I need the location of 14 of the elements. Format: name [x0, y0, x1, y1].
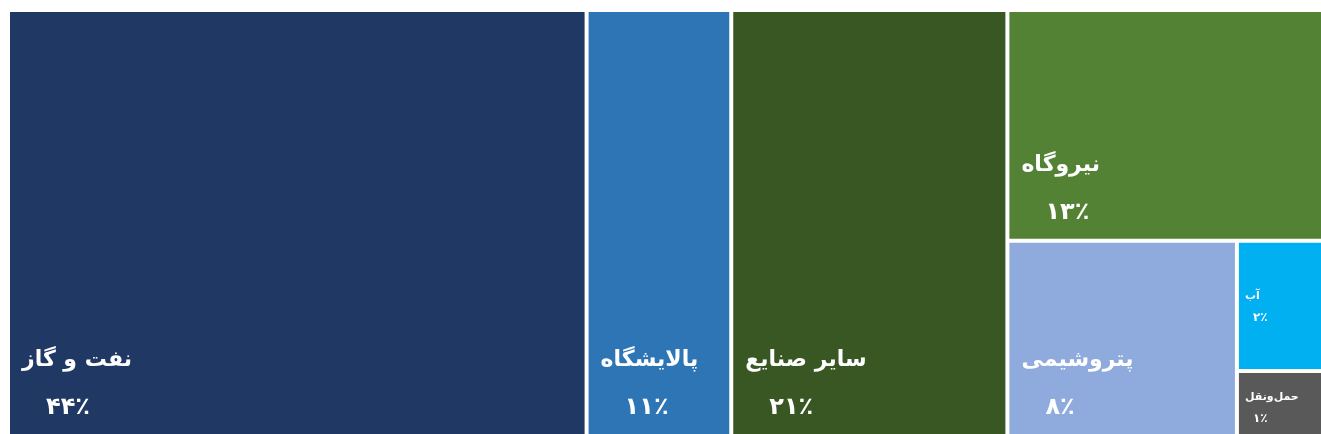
category-label: حمل‌ونقل: [1244, 390, 1299, 404]
category-label: پتروشیمی: [1021, 346, 1134, 372]
category-label: سایر صنایع: [745, 346, 867, 372]
data-label: ۸٪: [1045, 392, 1075, 420]
category-label: پالایشگاه: [600, 345, 699, 372]
data-label: ۱۳٪: [1045, 196, 1090, 225]
data-label: ۲۱٪: [769, 392, 814, 420]
category-label: آب: [1244, 288, 1260, 303]
data-label: ۱٪: [1252, 411, 1268, 426]
category-label: نیروگاه: [1021, 149, 1101, 177]
data-label: ۲٪: [1252, 310, 1268, 325]
data-label: ۴۴٪: [45, 392, 90, 420]
data-label: ۱۱٪: [624, 392, 669, 420]
category-label: نفت و گاز: [20, 345, 133, 372]
